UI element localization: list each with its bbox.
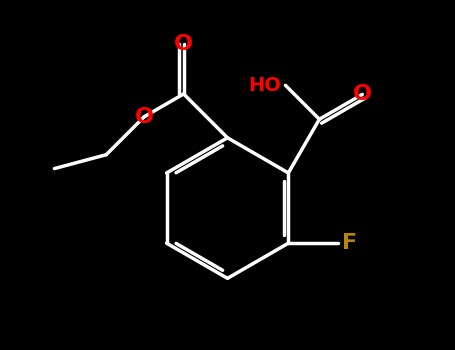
Text: F: F <box>342 233 357 253</box>
Text: HO: HO <box>248 76 281 95</box>
Text: O: O <box>174 34 193 54</box>
Text: O: O <box>135 107 154 127</box>
Text: O: O <box>353 84 372 104</box>
